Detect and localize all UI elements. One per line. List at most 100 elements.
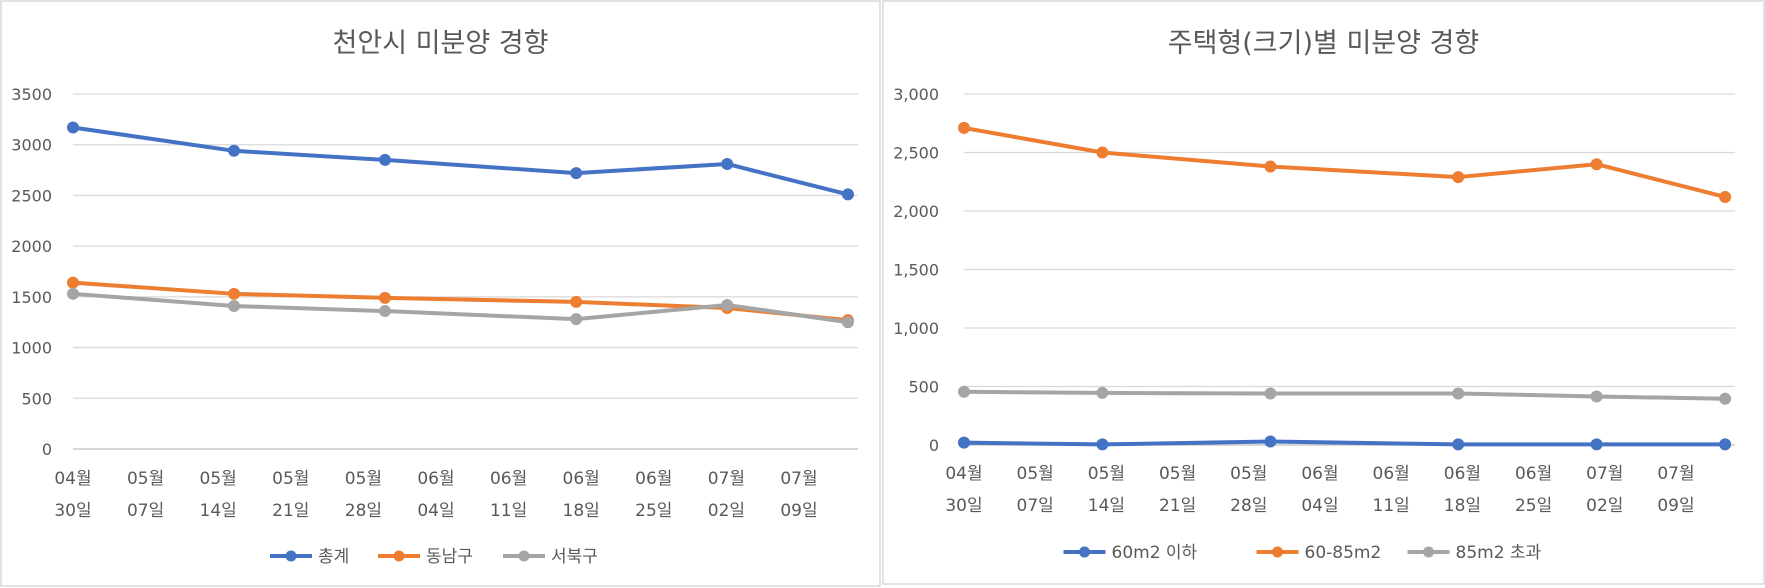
data-point: [1264, 435, 1277, 448]
series-line-2: [71, 280, 850, 323]
x-tick-label-day: 28일: [345, 501, 382, 521]
y-tick-label: 500: [21, 389, 52, 408]
chart-2: 주택형(크기)별 미분양 경향 0 500 1,000 1,500 2,000 2,500 3…: [882, 0, 1765, 585]
y-tick-label: 2,000: [893, 202, 939, 221]
x-tick-label-month: 06월: [1444, 464, 1481, 484]
legend-swatch-marker: [518, 550, 530, 562]
y-tick-label: 0: [42, 440, 52, 459]
x-tick-label-day: 04일: [1301, 496, 1338, 516]
x-tick-label-month: 05월: [200, 469, 237, 489]
x-tick-label-day: 02일: [1586, 496, 1623, 516]
data-point: [378, 305, 391, 318]
y-tick-label: 0: [929, 436, 939, 455]
y-tick-label: 2000: [11, 237, 52, 256]
x-tick-label-month: 07월: [1657, 464, 1694, 484]
legend-item: 총계: [270, 547, 349, 567]
y-tick-label: 1,000: [893, 319, 939, 338]
data-point: [1264, 160, 1277, 173]
data-point: [67, 276, 79, 289]
x-tick-label-month: 06월: [635, 469, 672, 489]
x-tick-label-month: 06월: [1515, 464, 1552, 484]
x-tick-label-month: 06월: [1301, 464, 1338, 484]
data-point: [1096, 438, 1109, 451]
data-point: [1096, 146, 1109, 159]
data-point: [570, 313, 583, 326]
y-tick-label: 2500: [11, 186, 52, 205]
series-line-2: [962, 125, 1728, 199]
data-point: [841, 316, 854, 329]
y-tick-label: 3500: [11, 85, 52, 104]
x-tick-label-day: 04일: [417, 501, 454, 521]
x-tick-label-day: 18일: [563, 501, 600, 521]
data-point: [67, 287, 79, 300]
y-tick-label: 3,000: [893, 85, 939, 104]
data-point: [570, 167, 583, 180]
x-tick-label-month: 05월: [1017, 464, 1054, 484]
data-point: [1719, 190, 1732, 203]
data-point: [67, 121, 79, 134]
x-tick-label-day: 11일: [1373, 496, 1410, 516]
legend-swatch-marker: [1272, 546, 1283, 558]
x-tick-label-day: 21일: [1159, 496, 1196, 516]
x-tick-label-month: 07월: [1586, 464, 1623, 484]
data-point: [958, 385, 970, 398]
x-tick-label-day: 25일: [635, 501, 672, 521]
chart-1: 천안시 미분양 경향 0 500 1000 1500 2000 2500 3000 3500 04…: [0, 0, 881, 587]
y-tick-label: 1500: [11, 288, 52, 307]
legend-swatch-marker: [1079, 546, 1090, 558]
x-tick-label-month: 07월: [708, 469, 745, 489]
x-tick-label-day: 02일: [708, 501, 745, 521]
legend-swatch-marker: [285, 550, 297, 562]
x-tick-label-month: 05월: [1230, 464, 1267, 484]
x-tick-label-month: 04월: [945, 464, 982, 484]
data-point: [1590, 438, 1603, 451]
data-point: [228, 299, 241, 312]
data-point: [570, 295, 583, 308]
data-point: [1264, 387, 1277, 400]
x-tick-label-month: 05월: [1159, 464, 1196, 484]
y-tick-label: 2,500: [893, 144, 939, 163]
x-tick-label-month: 06월: [417, 469, 454, 489]
data-point: [1096, 386, 1109, 399]
data-point: [228, 144, 241, 157]
x-tick-label-month: 05월: [272, 469, 309, 489]
data-point: [721, 298, 734, 311]
y-tick-label: 1,500: [893, 261, 939, 280]
data-point: [1590, 390, 1603, 403]
legend-item: 85m2 초과: [1407, 543, 1542, 563]
x-tick-label-day: 14일: [1088, 496, 1125, 516]
x-tick-label-day: 30일: [54, 501, 91, 521]
x-tick-label-day: 07일: [1017, 496, 1054, 516]
legend-label: 85m2 초과: [1456, 543, 1542, 563]
x-tick-label-day: 11일: [490, 501, 527, 521]
x-tick-label-day: 21일: [272, 501, 309, 521]
legend-swatch-marker: [393, 550, 405, 562]
legend-item: 60-85m2: [1256, 543, 1381, 563]
series-line-3: [71, 291, 850, 325]
x-tick-label-day: 09일: [1657, 496, 1694, 516]
x-tick-label-month: 05월: [345, 469, 382, 489]
x-tick-label-month: 06월: [563, 469, 600, 489]
legend-swatch-marker: [1423, 546, 1434, 558]
chart-panel: [0, 0, 881, 587]
data-point: [1452, 438, 1465, 451]
x-tick-label-day: 18일: [1444, 496, 1481, 516]
data-point: [1719, 392, 1732, 405]
legend-item: 동남구: [378, 547, 473, 567]
x-tick-label-month: 05월: [127, 469, 164, 489]
legend-label: 총계: [318, 547, 349, 567]
data-point: [378, 153, 391, 166]
chart-panel: [882, 0, 1765, 585]
x-tick-label-month: 06월: [490, 469, 527, 489]
legend-item: 60m2 이하: [1063, 543, 1198, 563]
data-point: [1590, 158, 1603, 171]
legend-label: 서북구: [551, 547, 598, 567]
x-tick-label-month: 04월: [54, 469, 91, 489]
y-tick-label: 1000: [11, 339, 52, 358]
data-point: [958, 436, 970, 449]
data-point: [958, 121, 970, 134]
x-tick-label-month: 05월: [1088, 464, 1125, 484]
data-point: [228, 287, 241, 300]
y-tick-label: 3000: [11, 136, 52, 155]
